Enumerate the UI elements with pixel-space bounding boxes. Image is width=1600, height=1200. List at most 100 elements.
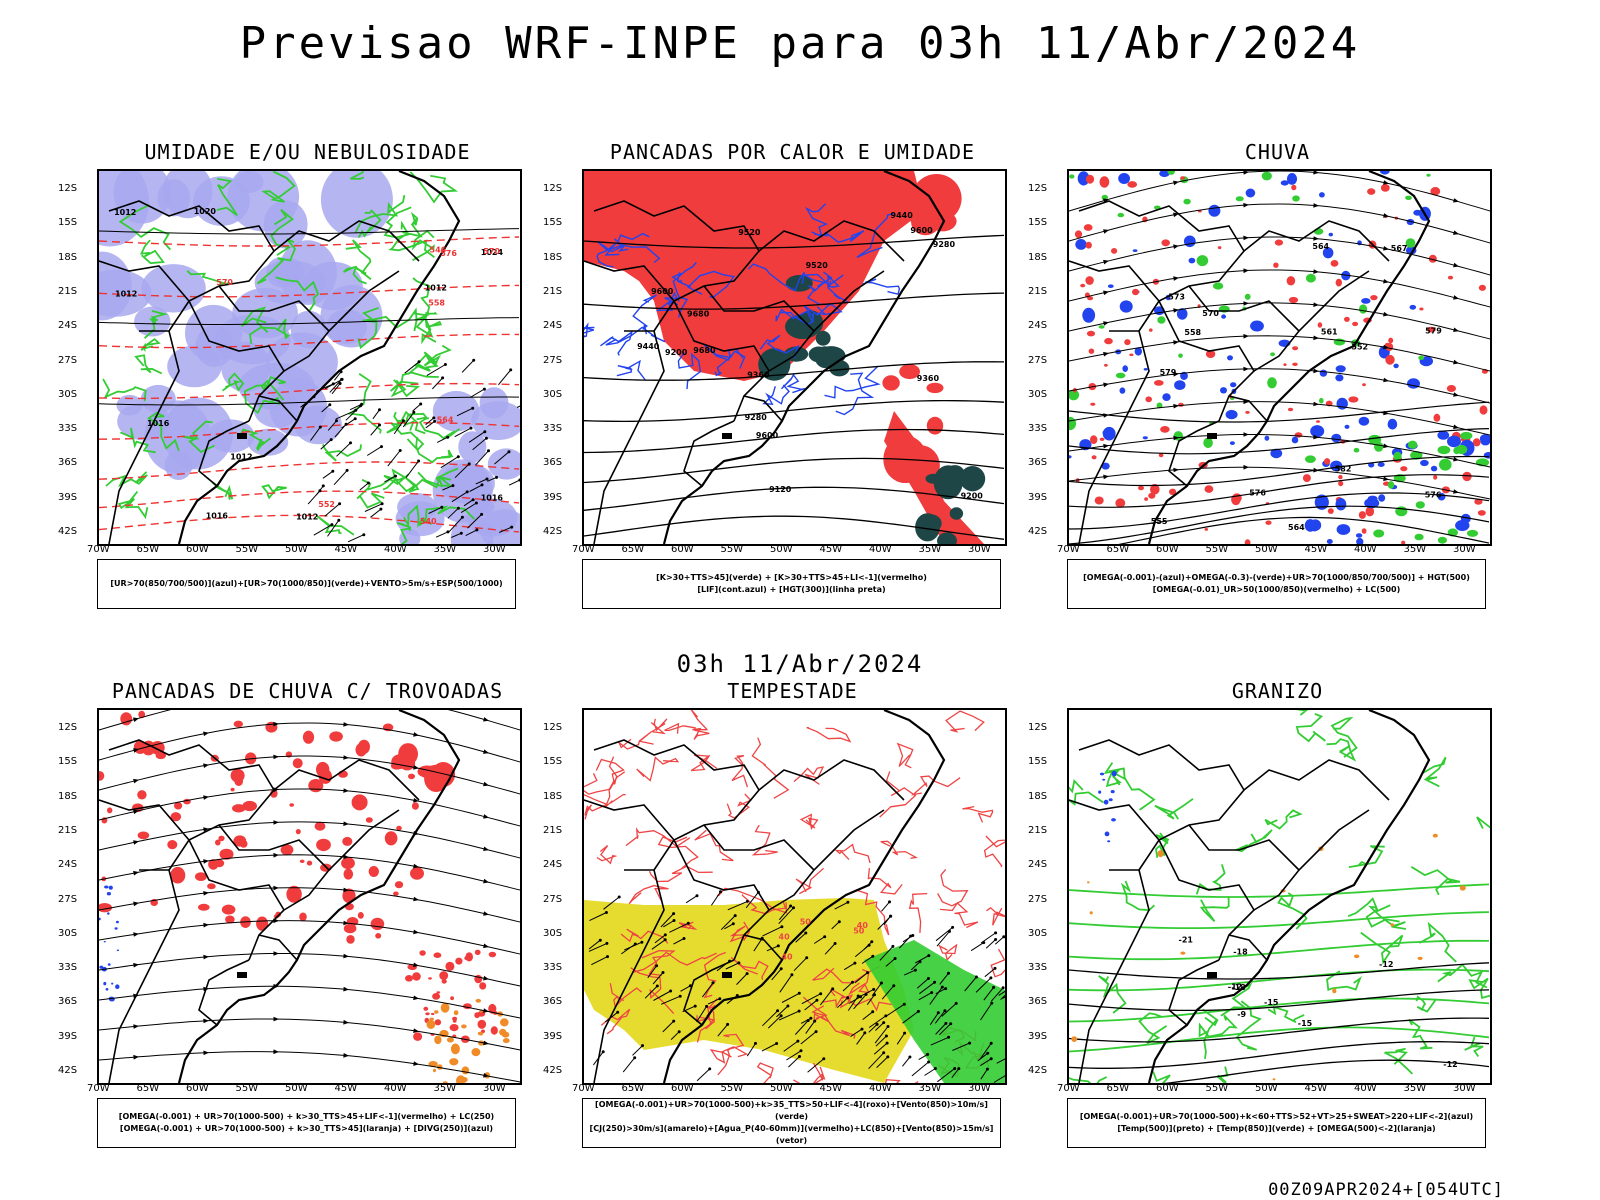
streamline-arrow	[1313, 203, 1319, 208]
shaded-area	[425, 1012, 430, 1016]
shaded-area	[242, 800, 257, 812]
contour-label: 546	[430, 246, 447, 255]
isoline	[584, 486, 1005, 511]
contour-line	[625, 827, 691, 848]
lon-tick-label: 45W	[334, 544, 358, 555]
contour-label: 9680	[693, 346, 716, 355]
streamline-arrow	[1383, 311, 1389, 317]
shaded-area	[432, 993, 441, 1000]
streamline-arrow	[483, 717, 489, 722]
wind-vector	[456, 407, 473, 417]
wind-vector	[696, 1068, 711, 1082]
wind-vector	[807, 1058, 825, 1073]
country-border	[743, 395, 783, 422]
wind-vector-head	[340, 377, 344, 381]
wind-vector	[516, 405, 520, 408]
shaded-area	[399, 756, 416, 771]
streamline-arrow	[133, 962, 139, 968]
streamline-arrow	[1243, 366, 1249, 372]
streamline-arrow	[413, 732, 419, 737]
lon-tick-label: 65W	[621, 544, 645, 555]
lat-tick-label: 27S	[58, 893, 78, 905]
shaded-area	[341, 857, 355, 870]
streamline-arrow	[1103, 474, 1109, 480]
contour-label: 9600	[756, 431, 779, 440]
lon-tick-label: 50W	[1255, 1083, 1278, 1094]
wind-vector	[494, 451, 510, 465]
wind-vector	[402, 412, 415, 428]
lat-tick-label: 39S	[58, 1030, 78, 1042]
wind-vector-head	[633, 942, 637, 946]
wind-vector-head	[902, 1002, 906, 1006]
contour-line	[261, 484, 287, 500]
wind-vector	[707, 998, 721, 1005]
isoline	[1069, 401, 1490, 423]
contour-line	[1152, 1071, 1171, 1083]
wind-vector-head	[366, 481, 370, 485]
shaded-area	[1410, 451, 1423, 460]
lon-tick-label: 60W	[671, 544, 694, 555]
streamline-arrow	[273, 951, 279, 956]
shaded-area	[1332, 988, 1337, 994]
streamline	[1069, 368, 1490, 404]
shaded-area	[1361, 298, 1371, 304]
wind-vector-head	[483, 430, 487, 434]
wind-vector	[426, 364, 446, 377]
streamline-arrow	[203, 954, 209, 960]
wind-vector	[320, 439, 332, 450]
shaded-area	[1071, 1036, 1078, 1042]
contour-label: -15	[1298, 1019, 1313, 1028]
streamline-arrow	[1103, 290, 1109, 296]
shaded-area	[1370, 295, 1378, 301]
lon-tick-label: 55W	[235, 544, 259, 555]
lat-tick-label: 33S	[543, 962, 563, 974]
shaded-area	[289, 803, 294, 807]
wind-vector-head	[616, 1010, 620, 1014]
shaded-area	[214, 859, 225, 868]
wind-vector	[315, 383, 334, 392]
wind-vector	[874, 1026, 889, 1044]
streamline-arrow	[483, 911, 489, 916]
contour-line	[343, 265, 367, 285]
wind-vector-head	[886, 1055, 890, 1059]
wind-vector-head	[760, 936, 764, 940]
wind-vector-head	[745, 899, 749, 903]
wind-vector-head	[968, 1041, 972, 1045]
contour-line	[147, 411, 180, 452]
wind-vector-head	[851, 980, 854, 984]
streamline-arrow	[343, 722, 349, 727]
shaded-area	[1230, 382, 1237, 388]
wind-vector-head	[888, 900, 891, 904]
shaded-area	[461, 1066, 470, 1075]
shaded-area	[355, 743, 367, 757]
wind-vector-head	[380, 502, 384, 506]
contour-label: 40	[779, 933, 791, 942]
lat-tick-label: 30S	[1028, 927, 1048, 939]
contour-line	[408, 467, 459, 493]
wind-vector-head	[871, 954, 875, 958]
shaded-area	[815, 330, 831, 346]
wind-vector-head	[672, 1019, 676, 1023]
legend-line: [UR>70(850/700/500)](azul)+[UR>70(1000/8…	[110, 579, 503, 588]
lon-tick-label: 30W	[1453, 1083, 1476, 1094]
wind-vector-head	[474, 501, 478, 505]
lon-tick-label: 70W	[572, 544, 595, 555]
legend-line: [CJ(250)>30m/s](amarelo)+[Agua_P(40-60mm…	[589, 1124, 994, 1145]
wind-vector-head	[682, 937, 686, 940]
country-border	[1078, 869, 1150, 1083]
wind-vector-head	[353, 417, 357, 421]
shaded-area	[471, 401, 520, 441]
wind-vector	[447, 507, 459, 519]
shaded-area	[1102, 426, 1116, 441]
wind-vector	[800, 1017, 812, 1024]
shaded-area	[1158, 453, 1164, 458]
streamline-arrow	[1383, 180, 1389, 185]
lat-tick-label: 27S	[58, 354, 78, 366]
shaded-area	[1336, 524, 1351, 535]
wind-vector-head	[884, 1034, 888, 1038]
contour-line	[390, 379, 421, 398]
contour-line	[1107, 767, 1156, 811]
wind-vector-head	[354, 408, 358, 412]
wind-vector	[717, 1024, 728, 1037]
